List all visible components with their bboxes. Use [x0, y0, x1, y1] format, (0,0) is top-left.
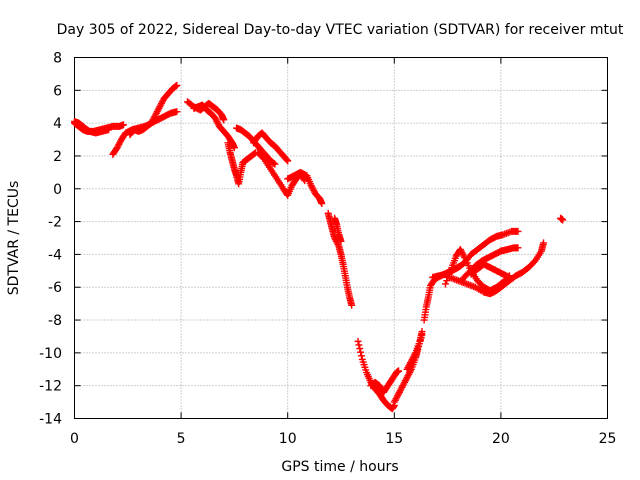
trace	[109, 108, 181, 158]
data-point	[447, 267, 455, 275]
y-axis-label: SDTVAR / TECUs	[6, 181, 22, 296]
trace	[126, 81, 181, 139]
data-point	[318, 200, 326, 208]
data-point	[441, 280, 449, 288]
y-tick-label: -10	[39, 346, 62, 362]
y-tick-label: 2	[53, 149, 62, 165]
trace	[467, 260, 513, 281]
x-tick-label: 20	[492, 431, 510, 447]
data-point	[271, 160, 279, 168]
trace	[190, 101, 238, 152]
x-tick-label: 10	[279, 431, 297, 447]
trace	[557, 214, 567, 224]
data-point	[283, 156, 291, 164]
data-point	[220, 116, 228, 124]
data-point	[357, 348, 365, 356]
y-tick-label: 4	[53, 116, 62, 132]
y-tick-label: 6	[53, 83, 62, 99]
y-tick-label: 0	[53, 182, 62, 198]
x-tick-label: 15	[385, 431, 403, 447]
trace	[324, 209, 356, 309]
y-tick-label: -4	[48, 247, 62, 263]
axis-ticks: 0 5 10 15 20 25 -14 -12 -10 -8 -6 -4 -2 0 2 4 6 8	[39, 51, 616, 448]
y-tick-label: 8	[53, 51, 62, 67]
data-point	[356, 345, 364, 353]
data-point	[395, 367, 403, 375]
chart-title: Day 305 of 2022, Sidereal Day-to-day VTE…	[57, 22, 624, 38]
data-point	[348, 301, 356, 309]
data-point	[355, 341, 363, 349]
data-point	[418, 328, 426, 336]
data-point	[105, 126, 113, 134]
trace	[224, 139, 260, 188]
data-point	[284, 157, 292, 165]
data-point	[540, 239, 548, 247]
data-marks	[71, 81, 567, 413]
data-point	[173, 81, 181, 89]
y-tick-label: -6	[48, 280, 62, 296]
trace	[233, 124, 279, 168]
trace	[250, 129, 292, 165]
y-tick-label: -2	[48, 215, 62, 231]
grid	[74, 57, 608, 419]
trace	[284, 168, 326, 208]
data-point	[230, 144, 238, 152]
trace	[403, 328, 426, 373]
data-point	[173, 108, 181, 116]
data-point	[337, 237, 345, 245]
y-tick-label: -14	[39, 412, 62, 428]
data-point	[354, 337, 362, 345]
trace	[446, 239, 548, 298]
trace	[367, 367, 403, 396]
x-tick-label: 5	[177, 431, 186, 447]
data-point	[120, 121, 128, 129]
data-point	[514, 227, 522, 235]
trace	[331, 214, 345, 245]
trace	[71, 117, 113, 137]
x-tick-label: 0	[70, 431, 79, 447]
y-tick-label: -12	[39, 379, 62, 395]
y-tick-label: -8	[48, 313, 62, 329]
data-point	[505, 273, 513, 281]
data-point	[559, 216, 567, 224]
x-tick-label: 25	[599, 431, 617, 447]
data-point	[357, 352, 365, 360]
x-axis-label: GPS time / hours	[281, 459, 398, 475]
data-point	[514, 244, 522, 252]
plot-frame	[74, 57, 608, 419]
